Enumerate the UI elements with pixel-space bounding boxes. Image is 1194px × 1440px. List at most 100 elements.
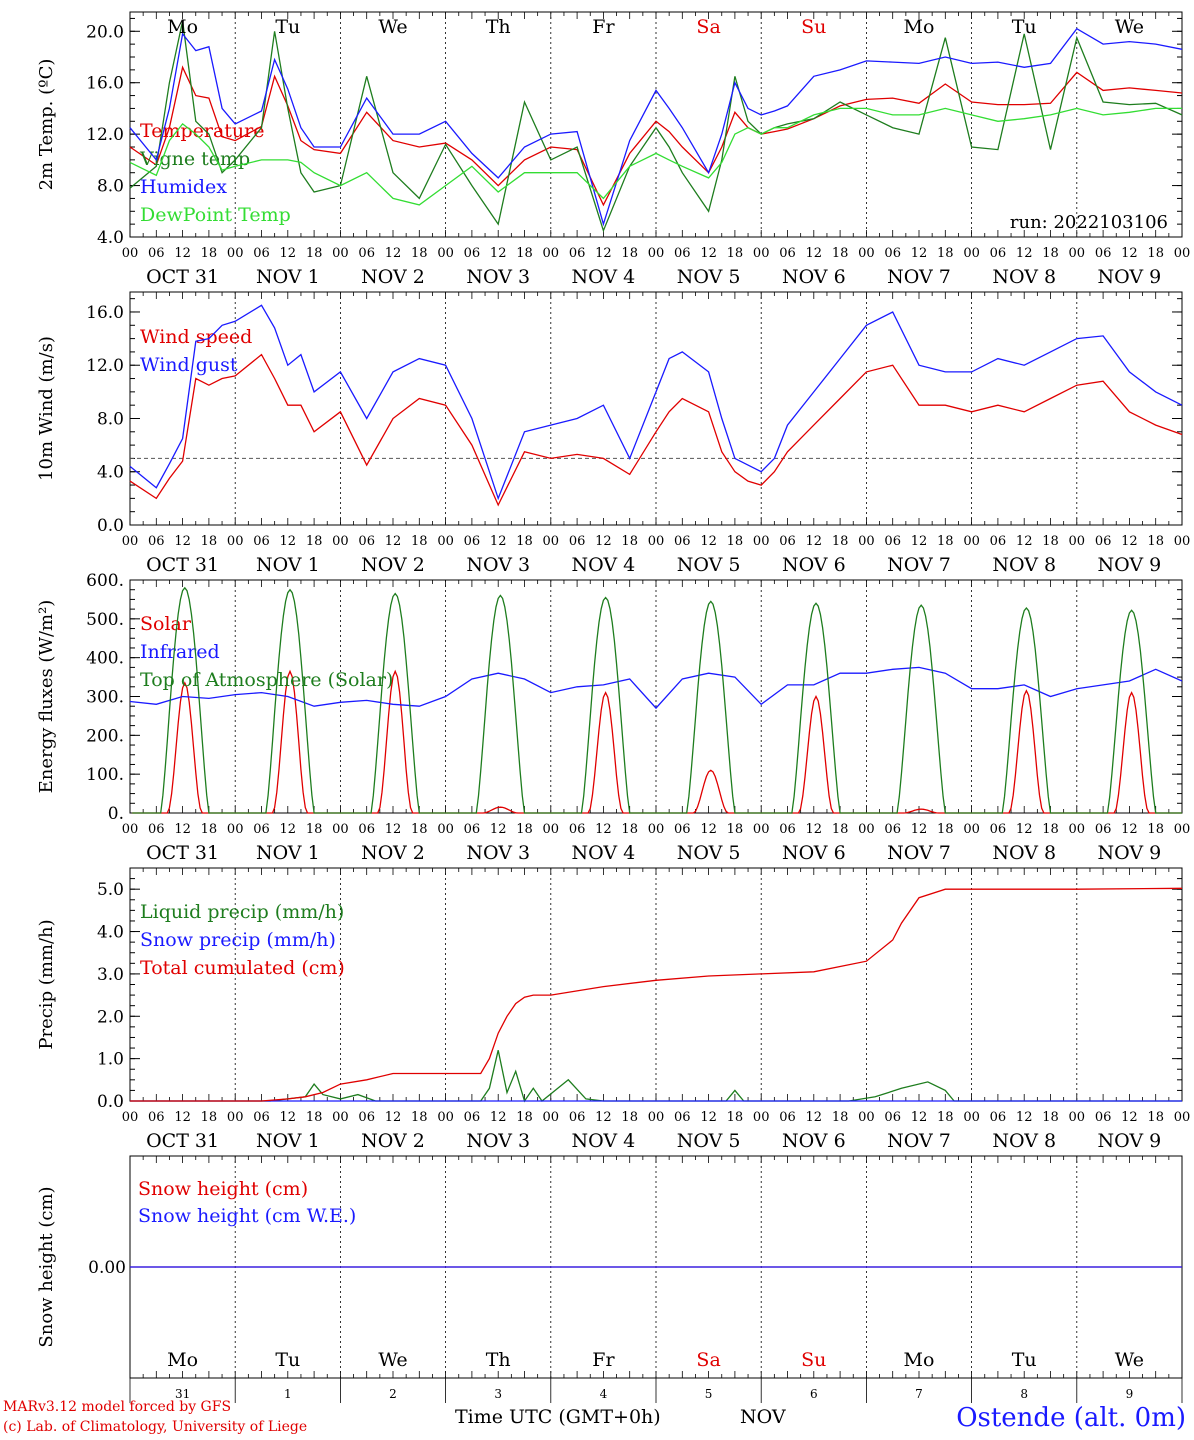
date-label: NOV 2 [361,842,425,864]
weekday-label: Tu [275,16,300,38]
hour-tick-label: 00 [753,1110,770,1125]
hour-tick-label: 06 [464,246,481,261]
y-tick-label: 4.0 [97,228,124,248]
hour-tick-label: 12 [174,822,191,837]
weekday-label: We [1115,1349,1144,1371]
hour-tick-label: 00 [122,534,139,549]
weekday-label: Mo [904,16,935,38]
hour-tick-label: 06 [253,822,270,837]
weekday-label: Sa [696,1349,720,1371]
hour-tick-label: 06 [148,822,165,837]
hour-tick-label: 06 [884,1110,901,1125]
y-tick-label: 20.0 [86,22,124,42]
weekday-label: Th [486,1349,511,1371]
hour-tick-label: 12 [280,822,297,837]
hour-tick-label: 12 [174,246,191,261]
hour-tick-label: 00 [1069,246,1086,261]
panel-1 [129,11,1183,238]
hour-tick-label: 00 [227,534,244,549]
date-label: NOV 1 [256,266,320,288]
date-label: NOV 3 [466,266,530,288]
hour-tick-label: 12 [385,1110,402,1125]
date-label: NOV 4 [572,842,636,864]
y-tick-label: 8.0 [97,409,124,429]
hour-tick-label: 18 [201,534,218,549]
date-label: NOV 1 [256,554,320,576]
hour-tick-label: 00 [963,1110,980,1125]
hour-tick-label: 00 [1174,1110,1191,1125]
hour-tick-label: 12 [280,534,297,549]
hour-tick-label: 06 [253,534,270,549]
y-tick-label: 200. [86,726,124,746]
hour-tick-label: 18 [1147,246,1164,261]
hour-tick-label: 00 [122,1110,139,1125]
y-axis-label: Snow height (cm) [36,1186,57,1347]
hour-tick-label: 06 [148,534,165,549]
hour-tick-label: 18 [621,822,638,837]
hour-tick-label: 06 [884,534,901,549]
weekday-label: Mo [904,1349,935,1371]
date-label: NOV 3 [466,842,530,864]
y-tick-label: 300. [86,688,124,708]
date-label: NOV 9 [1098,554,1162,576]
legend-entry: Wind gust [140,354,238,376]
hour-tick-label: 00 [543,534,560,549]
hour-tick-label: 06 [674,822,691,837]
hour-tick-label: 12 [174,534,191,549]
date-label: NOV 5 [677,266,741,288]
hour-tick-label: 00 [437,1110,454,1125]
hour-tick-label: 00 [648,1110,665,1125]
hour-tick-label: 06 [569,534,586,549]
day-number-label: 9 [1126,1387,1134,1401]
hour-tick-label: 06 [148,246,165,261]
y-tick-label: 4.0 [97,923,124,943]
hour-tick-label: 12 [1016,246,1033,261]
weekday-label: We [378,1349,407,1371]
weekday-label: Mo [167,16,198,38]
hour-tick-label: 06 [358,1110,375,1125]
hour-tick-label: 12 [1121,1110,1138,1125]
hour-tick-label: 06 [779,822,796,837]
weekday-label: Sa [696,16,720,38]
hour-tick-label: 18 [1042,822,1059,837]
hour-tick-label: 06 [990,822,1007,837]
hour-tick-label: 00 [332,1110,349,1125]
series-line-temperature [129,65,1183,207]
hour-tick-label: 00 [332,534,349,549]
panel-2 [129,291,1183,526]
date-label: NOV 1 [256,842,320,864]
y-tick-label: 5.0 [97,880,124,900]
hour-tick-label: 06 [569,822,586,837]
y-tick-label: 12.0 [86,356,124,376]
hour-tick-label: 12 [806,246,823,261]
date-label: NOV 3 [466,1130,530,1152]
hour-tick-label: 12 [385,822,402,837]
hour-tick-label: 00 [1069,534,1086,549]
hour-tick-label: 18 [937,822,954,837]
date-label: NOV 9 [1098,842,1162,864]
hour-tick-label: 18 [621,246,638,261]
series-line-top-of-atmosphere-solar- [132,586,1182,814]
series-line-total-cumulated-cm- [130,887,1183,1102]
legend-entry: Total cumulated (cm) [140,957,345,979]
legend-entry: Snow precip (mm/h) [140,929,336,951]
day-number-label: 6 [810,1387,818,1401]
hour-tick-label: 06 [884,246,901,261]
date-label: NOV 6 [782,266,846,288]
y-tick-label: 0. [108,804,124,824]
date-label: NOV 2 [361,554,425,576]
hour-tick-label: 12 [595,534,612,549]
weekday-label: Fr [592,1349,615,1371]
hour-tick-label: 00 [227,246,244,261]
hour-tick-label: 18 [516,534,533,549]
weekday-label: Tu [1012,1349,1037,1371]
hour-tick-label: 00 [332,822,349,837]
hour-tick-label: 18 [621,1110,638,1125]
hour-tick-label: 00 [963,822,980,837]
hour-tick-label: 18 [1147,534,1164,549]
hour-tick-label: 12 [700,534,717,549]
y-tick-label: 12.0 [86,125,124,145]
weekday-label: We [1115,16,1144,38]
day-number-label: 2 [389,1387,397,1401]
